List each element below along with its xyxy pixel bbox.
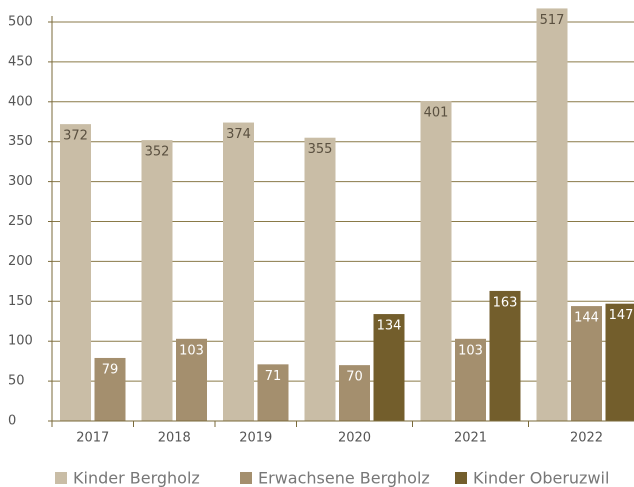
bar xyxy=(571,306,602,421)
value-label: 134 xyxy=(377,319,402,334)
x-tick-label: 2018 xyxy=(158,431,191,446)
value-label: 79 xyxy=(102,362,119,377)
x-tick-label: 2020 xyxy=(338,431,371,446)
bar xyxy=(94,357,126,421)
bar xyxy=(176,338,207,421)
y-tick-label: 350 xyxy=(8,134,33,149)
bar xyxy=(489,290,521,421)
legend-label: Kinder Bergholz xyxy=(73,469,200,487)
value-label: 517 xyxy=(540,13,565,28)
bar xyxy=(304,137,336,421)
value-label: 374 xyxy=(226,127,251,142)
value-label: 144 xyxy=(574,311,599,326)
legend-label: Kinder Oberuzwil xyxy=(473,469,609,487)
value-label: 71 xyxy=(265,369,282,384)
value-label: 401 xyxy=(424,106,449,121)
y-tick-label: 250 xyxy=(8,214,33,229)
bar xyxy=(339,365,370,421)
bar xyxy=(605,303,634,421)
bar xyxy=(455,338,486,421)
y-tick-label: 400 xyxy=(8,94,33,109)
y-tick-label: 150 xyxy=(8,294,33,309)
x-tick-label: 2019 xyxy=(239,431,272,446)
value-label: 103 xyxy=(458,343,483,358)
y-tick-label: 0 xyxy=(8,414,16,429)
legend-swatch xyxy=(240,472,252,484)
bar xyxy=(420,101,452,421)
y-tick-label: 50 xyxy=(8,374,25,389)
value-label: 70 xyxy=(346,370,363,385)
value-label: 352 xyxy=(145,145,170,160)
bar xyxy=(141,140,173,421)
bar xyxy=(373,314,405,421)
y-tick-label: 200 xyxy=(8,254,33,269)
value-label: 372 xyxy=(63,129,88,144)
y-tick-label: 100 xyxy=(8,334,33,349)
y-tick-label: 450 xyxy=(8,54,33,69)
bar xyxy=(223,122,254,421)
x-tick-label: 2021 xyxy=(454,431,487,446)
legend-swatch xyxy=(455,472,467,484)
bar xyxy=(257,364,289,421)
legend-label: Erwachsene Bergholz xyxy=(258,469,430,487)
value-label: 147 xyxy=(609,308,634,323)
y-tick-label: 500 xyxy=(8,15,33,30)
value-label: 163 xyxy=(493,295,518,310)
bar xyxy=(536,8,568,422)
bar xyxy=(60,124,91,422)
value-label: 355 xyxy=(308,142,333,157)
legend-swatch xyxy=(55,472,67,484)
x-tick-label: 2017 xyxy=(76,431,109,446)
y-tick-label: 300 xyxy=(8,174,33,189)
value-label: 103 xyxy=(179,343,204,358)
x-tick-label: 2022 xyxy=(570,431,603,446)
